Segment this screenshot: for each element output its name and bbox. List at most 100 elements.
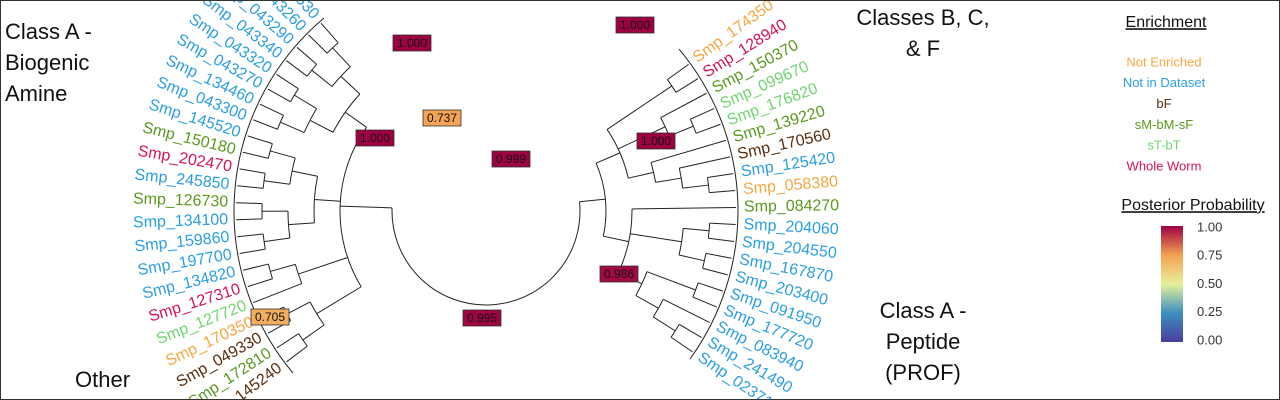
branch [630,233,682,243]
clade-label: (PROF) [885,360,961,385]
node-box [355,129,395,147]
node-label: 0.986 [604,267,634,281]
branch [286,60,308,77]
branch [705,252,732,259]
branch [286,345,308,363]
branch [286,301,311,315]
branch [650,139,726,163]
colorbar-label: 1.00 [1197,219,1222,234]
node-box [422,109,462,127]
tip-label: Smp_126730 [133,191,229,211]
branch-arc [287,211,291,239]
branch [309,119,334,133]
branch [239,248,266,255]
labels: Smp_174350Smp_128940Smp_150370Smp_099670… [5,1,1265,399]
branch [236,202,263,205]
branch [280,121,305,133]
legend-item: Whole Worm [1127,158,1202,173]
branch [695,123,721,134]
branch [655,177,682,183]
node-label: 0.705 [255,310,285,324]
branch [298,257,348,275]
tip-label: Smp_204060 [743,216,839,238]
branch [653,316,676,332]
branch [270,263,296,272]
node-box [491,150,531,168]
branch-arc [290,88,299,102]
branch [291,170,318,177]
clade-label: Classes B, C, [856,5,989,30]
colorbar-label: 0.00 [1197,332,1222,347]
branch [276,74,299,90]
branch [270,150,296,159]
clade-label: Class A - [880,298,967,323]
tip-ring [678,48,739,360]
branch [683,227,710,232]
tip-label: Smp_134100 [133,211,229,231]
node-label: 1.000 [620,18,650,32]
node-box [462,309,502,327]
legend-item: sT-bT [1147,138,1180,153]
branch [340,75,361,95]
branch [690,108,715,120]
branch [595,152,621,164]
branch [579,198,606,203]
branch [635,295,659,309]
branch-arc [298,333,308,347]
branch [267,88,291,103]
clade-label: & F [906,36,940,61]
branch-arc [670,324,680,338]
branch [288,222,315,226]
branch [242,263,269,271]
branch-arc [294,264,303,284]
branch [631,207,736,210]
branch-arc [303,108,317,133]
node-label: 1.000 [397,36,427,50]
branch-arc [678,168,684,189]
legend-item: Not in Dataset [1123,75,1206,90]
legend-item: bF [1156,96,1171,111]
branch [660,92,707,119]
branch [236,218,263,221]
branch-arc [331,66,351,87]
node-box [636,132,676,150]
clade-label: Other [75,367,130,392]
branch [682,184,709,189]
branch [667,64,689,81]
branch [692,296,717,308]
branch [603,235,629,243]
branch [702,267,728,276]
branch [316,286,362,315]
branch [679,156,731,169]
branch [675,78,699,93]
clade-label: Amine [5,81,67,106]
branch-arc [391,201,581,306]
colorbar-label: 0.50 [1197,276,1222,291]
branch [242,151,269,159]
branch [302,324,325,341]
branch [708,237,735,242]
branch [237,233,264,238]
node-box [392,34,432,52]
branch [662,298,710,323]
branch [259,103,284,116]
branch [709,190,736,194]
node-box [615,16,655,34]
branch-arc [689,118,697,134]
branch-arc [650,162,657,183]
branch [239,168,266,174]
branch [294,94,317,110]
branch [709,222,736,226]
branch [263,180,290,185]
legend-title: Posterior Probability [1121,197,1264,214]
branch [670,336,693,353]
branch [678,323,702,338]
node-label: 1.000 [641,134,671,148]
clade-label: Biogenic [5,50,89,75]
node-label: 0.999 [496,152,526,166]
branch [247,135,273,145]
node-label: 1.000 [360,131,390,145]
branch-arc [262,173,266,189]
